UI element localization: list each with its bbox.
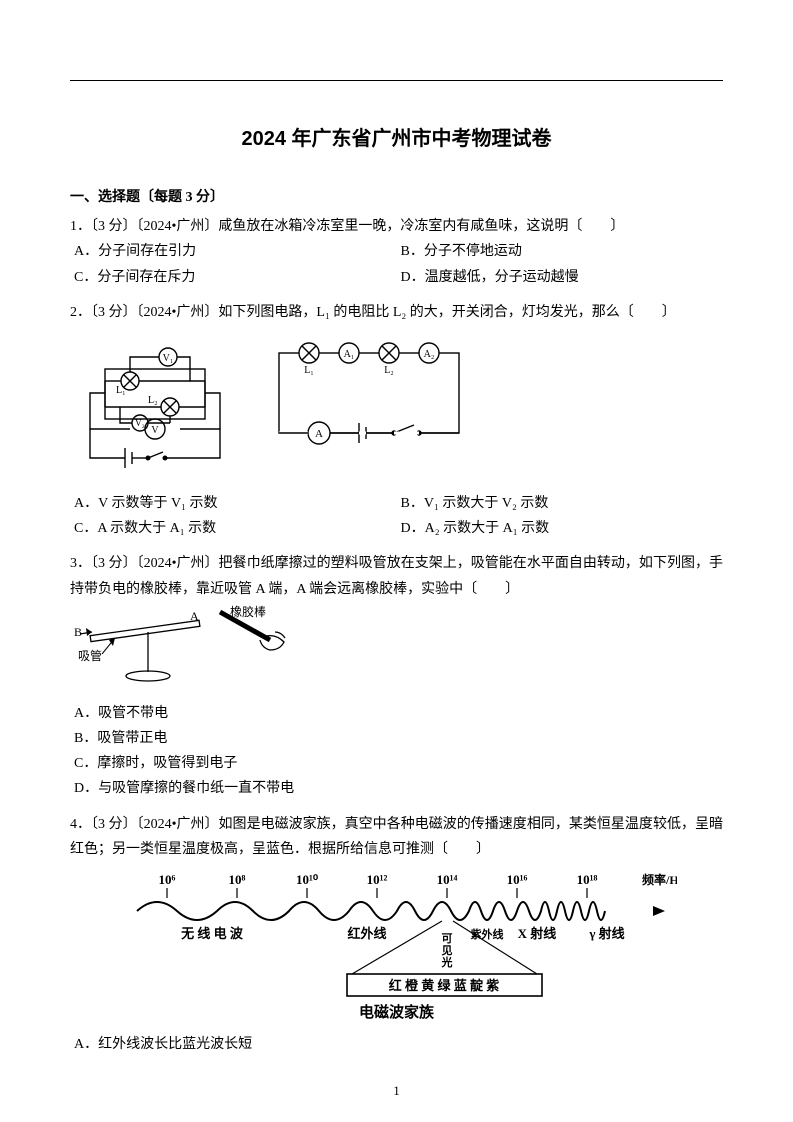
freq-3: 10¹² (366, 872, 387, 887)
q3-opt-d: D．与吸管摩擦的餐巾纸一直不带电 (70, 776, 723, 801)
band-ir: 红外线 (347, 926, 386, 941)
em-wave (137, 902, 605, 920)
q3-diagram: B A 橡胶棒 吸管 (70, 602, 310, 692)
freq-6: 10¹⁸ (576, 872, 597, 887)
label-a: A (315, 428, 323, 440)
q2-circuit-right: L₁ A₁ L₂ A₂ A (264, 333, 474, 463)
label-v: V (151, 425, 159, 436)
exam-page: 2024 年广东省广州市中考物理试卷 一、选择题〔每题 3 分〕 1．〔3 分〕… (0, 0, 793, 1122)
section-1-heading: 一、选择题〔每题 3 分〕 (70, 185, 723, 210)
freq-4: 10¹⁴ (436, 872, 457, 887)
label-l2b: L₂ (384, 365, 394, 376)
visible-spectrum: 红 橙 黄 绿 蓝 靛 紫 (388, 978, 499, 993)
q2-circuit-left: V₁ V L₁ L₂ (70, 333, 240, 483)
label-l1: L₁ (116, 385, 126, 396)
q4-em-spectrum: 10⁶ 10⁸ 10¹⁰ 10¹² 10¹⁴ 10¹⁶ 10¹⁸ 频率/Hz (117, 866, 677, 1001)
freq-0: 10⁶ (158, 872, 175, 887)
q1-opt-c: C．分子间存在斥力 (70, 265, 397, 290)
label-a1: A₁ (344, 349, 355, 360)
q2-opt-d: D．A₂ 示数大于 A₁ 示数 (397, 516, 724, 541)
q4-options: A．红外线波长比蓝光波长短 (70, 1032, 723, 1057)
q3-opt-b: B．吸管带正电 (70, 726, 723, 751)
q3-opt-a: A．吸管不带电 (70, 701, 723, 726)
q1-options: A．分子间存在引力 B．分子不停地运动 C．分子间存在斥力 D．温度越低，分子运… (70, 239, 723, 289)
freq-5: 10¹⁶ (506, 872, 527, 887)
q1-opt-a: A．分子间存在引力 (70, 239, 397, 264)
q1-opt-b: B．分子不停地运动 (397, 239, 724, 264)
freq-2: 10¹⁰ (295, 872, 318, 887)
band-xray: X 射线 (517, 926, 556, 941)
band-visible: 可见光 (440, 932, 452, 969)
band-gamma: γ 射线 (588, 926, 624, 941)
q4-opt-a: A．红外线波长比蓝光波长短 (70, 1032, 723, 1057)
q2-opt-b: B．V₁ 示数大于 V₂ 示数 (397, 491, 724, 516)
q3-label-b: B (74, 625, 82, 639)
q3-opt-c: C．摩擦时，吸管得到电子 (70, 751, 723, 776)
q3-label-rod: 橡胶棒 (230, 604, 266, 619)
q1-stem: 1．〔3 分〕〔2024•广州〕咸鱼放在冰箱冷冻室里一晚，冷冻室内有咸鱼味，这说… (70, 214, 723, 239)
q4-stem: 4．〔3 分〕〔2024•广州〕如图是电磁波家族，真空中各种电磁波的传播速度相同… (70, 812, 723, 862)
q2-stem: 2．〔3 分〕〔2024•广州〕如下列图电路，L₁ 的电阻比 L₂ 的大，开关闭… (70, 300, 723, 325)
q3-label-a: A (190, 609, 199, 623)
q3-label-straw: 吸管 (78, 648, 102, 663)
label-v1: V₁ (163, 353, 174, 364)
freq-label: 频率/Hz (642, 872, 677, 887)
question-3: 3．〔3 分〕〔2024•广州〕把餐巾纸摩擦过的塑料吸管放在支架上，吸管能在水平… (70, 551, 723, 801)
q2-opt-c: C．A 示数大于 A₁ 示数 (70, 516, 397, 541)
q1-opt-d: D．温度越低，分子运动越慢 (397, 265, 724, 290)
label-a2: A₂ (424, 349, 435, 360)
q3-stem: 3．〔3 分〕〔2024•广州〕把餐巾纸摩擦过的塑料吸管放在支架上，吸管能在水平… (70, 551, 723, 601)
q2-diagrams: V₁ V L₁ L₂ (70, 333, 723, 483)
question-4: 4．〔3 分〕〔2024•广州〕如图是电磁波家族，真空中各种电磁波的传播速度相同… (70, 812, 723, 1058)
exam-title: 2024 年广东省广州市中考物理试卷 (70, 121, 723, 157)
question-2: 2．〔3 分〕〔2024•广州〕如下列图电路，L₁ 的电阻比 L₂ 的大，开关闭… (70, 300, 723, 542)
page-number: 1 (0, 1079, 793, 1102)
q3-options: A．吸管不带电 B．吸管带正电 C．摩擦时，吸管得到电子 D．与吸管摩擦的餐巾纸… (70, 701, 723, 802)
label-v2: V₂ (135, 418, 145, 428)
top-rule (70, 80, 723, 81)
band-uv: 紫外线 (470, 927, 503, 941)
q2-opt-a: A．V 示数等于 V₁ 示数 (70, 491, 397, 516)
label-l1b: L₁ (304, 365, 314, 376)
em-family-title: 电磁波家族 (70, 999, 723, 1026)
freq-1: 10⁸ (228, 872, 245, 887)
q2-options: A．V 示数等于 V₁ 示数 B．V₁ 示数大于 V₂ 示数 C．A 示数大于 … (70, 491, 723, 541)
band-radio: 无 线 电 波 (180, 926, 244, 941)
question-1: 1．〔3 分〕〔2024•广州〕咸鱼放在冰箱冷冻室里一晚，冷冻室内有咸鱼味，这说… (70, 214, 723, 290)
label-l2: L₂ (148, 395, 158, 406)
